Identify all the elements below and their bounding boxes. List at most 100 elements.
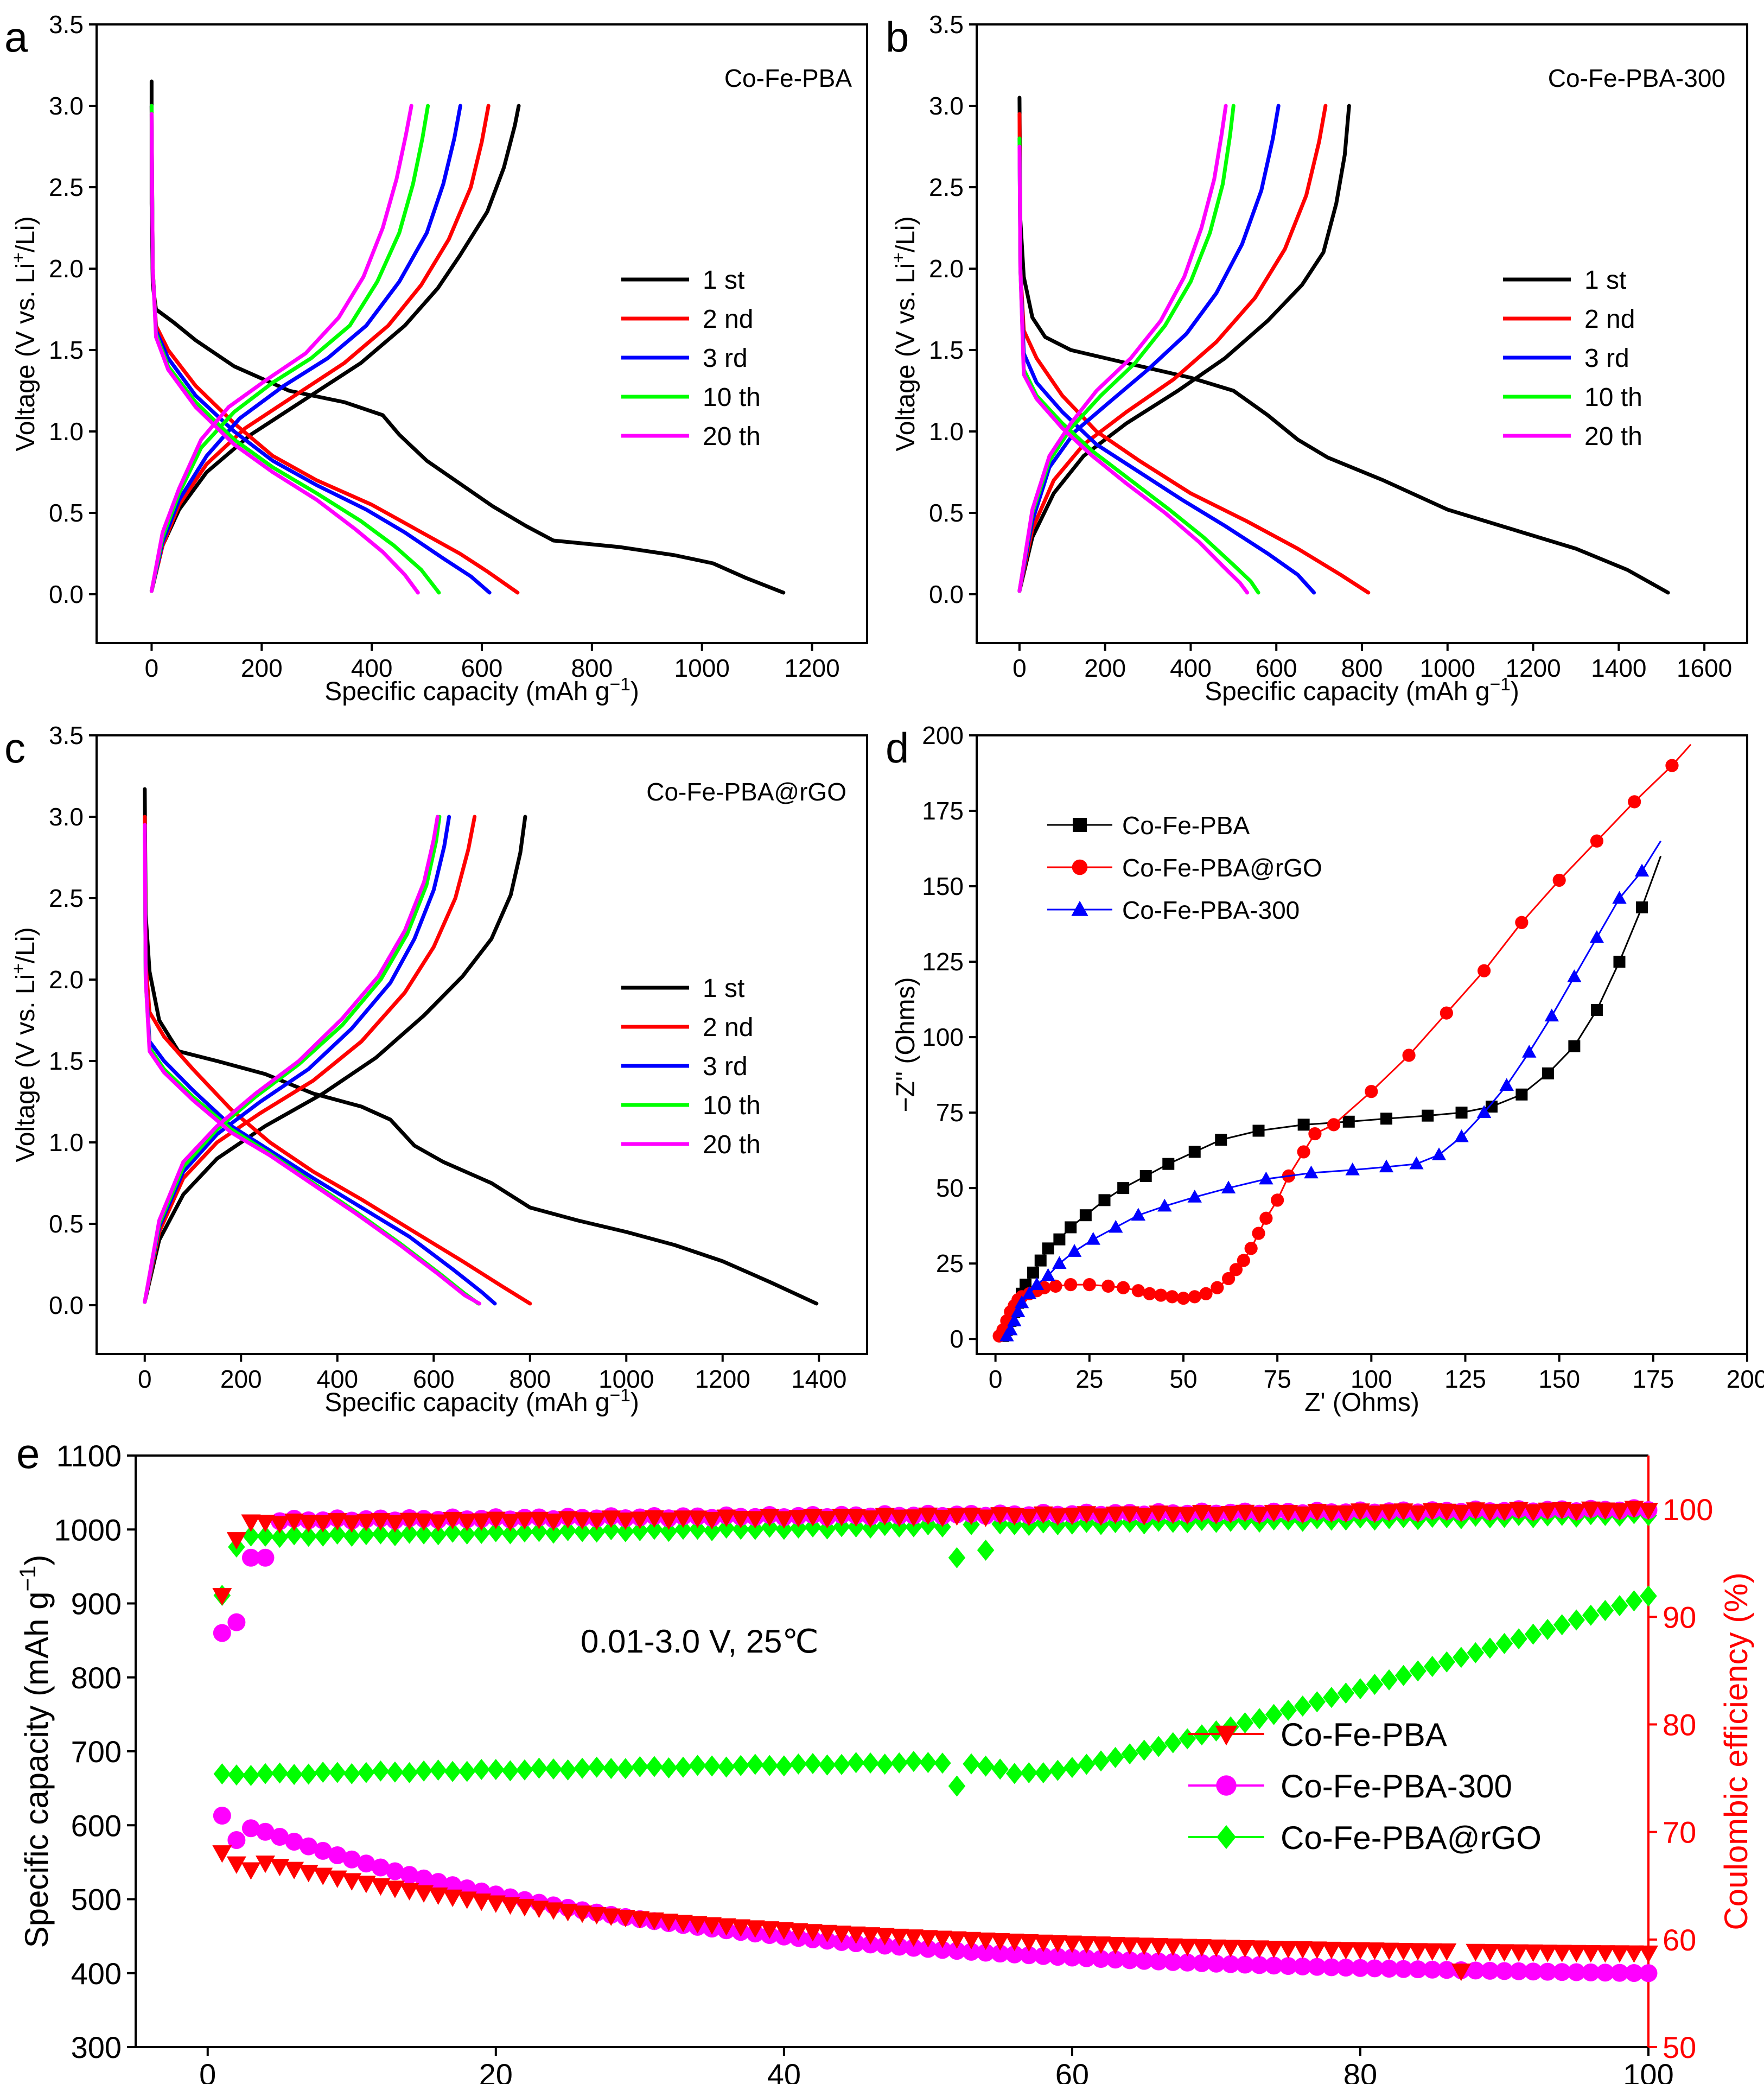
data-point <box>1499 1078 1514 1091</box>
capacity-point <box>702 1917 722 1935</box>
capacity-point <box>314 1841 332 1860</box>
efficiency-point <box>1595 1502 1615 1520</box>
data-point <box>1157 1198 1172 1212</box>
efficiency-point <box>1235 1504 1255 1522</box>
data-point <box>1665 759 1679 772</box>
efficiency-point <box>545 1522 562 1544</box>
capacity-point <box>1553 1963 1571 1981</box>
capacity-point <box>716 1918 736 1936</box>
x-tick-label: 1400 <box>1591 654 1646 682</box>
efficiency-point <box>1149 1505 1169 1523</box>
y-axis-title: Voltage (V vs. Li+/Li) <box>889 216 920 451</box>
x-tick-label: 600 <box>413 1365 455 1393</box>
efficiency-point <box>1033 1506 1053 1524</box>
capacity-point <box>1538 1962 1557 1981</box>
x-tick-label: 1400 <box>791 1365 846 1393</box>
data-point <box>1634 863 1650 877</box>
capacity-point <box>1264 1940 1284 1959</box>
y-axis-title: Voltage (V vs. Li+/Li) <box>9 216 40 451</box>
plot-frame <box>976 734 1748 1355</box>
data-point <box>1552 873 1566 887</box>
x-tick-label: 100 <box>1351 1365 1392 1393</box>
capacity-point <box>1294 1695 1311 1717</box>
capacity-point <box>1639 1964 1658 1983</box>
efficiency-point <box>846 1509 866 1527</box>
capacity-point <box>919 1752 937 1774</box>
data-point <box>1636 901 1648 913</box>
legend-label: 1 st <box>1584 266 1626 295</box>
curve-a-4-charge <box>149 104 413 593</box>
data-point <box>1568 1040 1581 1052</box>
efficiency-point <box>659 1512 679 1530</box>
data-point <box>1342 1115 1355 1128</box>
capacity-point <box>1366 1959 1384 1978</box>
data-point <box>1431 1147 1447 1160</box>
capacity-point <box>1250 1940 1270 1958</box>
capacity-point <box>1422 1943 1442 1961</box>
efficiency-point <box>1408 1505 1428 1523</box>
capacity-point <box>501 1760 519 1782</box>
y-tick-label: 1.0 <box>49 1128 84 1157</box>
efficiency-point <box>617 1521 634 1542</box>
efficiency-point <box>226 1532 246 1550</box>
data-point <box>1139 1170 1152 1182</box>
data-point <box>1271 1193 1284 1207</box>
capacity-point <box>500 1897 520 1915</box>
efficiency-point <box>285 1524 303 1546</box>
y-tick-label: 400 <box>71 1956 122 1991</box>
capacity-point <box>846 1926 866 1945</box>
capacity-point <box>226 1856 246 1874</box>
efficiency-point <box>516 1521 533 1543</box>
capacity-point <box>659 1914 679 1931</box>
capacity-point <box>342 1873 362 1891</box>
data-point <box>1379 1159 1394 1173</box>
y-axis-title-end: /Li) <box>891 216 920 252</box>
curve-a-0-discharge <box>149 79 786 595</box>
x-tick-label: 1000 <box>598 1365 654 1393</box>
capacity-point <box>1005 1763 1023 1784</box>
capacity-point <box>1322 1958 1341 1977</box>
efficiency-point <box>1220 1506 1240 1524</box>
x-tick-label: 400 <box>351 654 393 682</box>
capacity-point <box>747 1753 764 1775</box>
capacity-point <box>932 1930 952 1948</box>
capacity-point <box>400 1866 418 1884</box>
capacity-point <box>1451 1964 1471 1981</box>
data-point <box>1067 1244 1082 1257</box>
panel-label: d <box>886 724 909 772</box>
capacity-point <box>919 1940 937 1958</box>
efficiency-point <box>358 1524 375 1546</box>
efficiency-point <box>213 1624 231 1642</box>
x-tick-label: 200 <box>220 1365 262 1393</box>
y2-axis-title: Coulombic efficiency (%) <box>1718 1572 1754 1930</box>
capacity-point <box>1393 1942 1413 1961</box>
x-tick-label: 25 <box>1075 1365 1103 1393</box>
curve-a-4-discharge <box>149 112 420 595</box>
legend-circle-icon <box>1072 859 1088 875</box>
capacity-point <box>1394 1960 1413 1978</box>
x-axis-title-end: ) <box>1511 677 1519 706</box>
capacity-point <box>933 1941 952 1959</box>
data-point <box>1515 1088 1528 1101</box>
capacity-point <box>1105 1936 1125 1955</box>
y-tick-label: 0.5 <box>49 499 84 527</box>
panel-e: 0 20 40 60 80 100 300 400 500 600 700 800 900 1000 110… <box>15 1429 1754 2084</box>
y-tick-label: 2.5 <box>49 173 84 201</box>
efficiency-point <box>1581 1501 1601 1519</box>
y-tick-label: 1100 <box>56 1439 122 1473</box>
data-point <box>1098 1194 1111 1206</box>
capacity-point <box>991 1945 1009 1963</box>
efficiency-point <box>832 1509 852 1527</box>
y-tick-label: 0.5 <box>49 1210 84 1238</box>
data-point <box>1131 1284 1145 1298</box>
data-point <box>1034 1254 1047 1267</box>
capacity-point <box>486 1895 506 1913</box>
y-tick-label: 1.0 <box>929 417 964 446</box>
efficiency-point <box>342 1515 362 1533</box>
capacity-point <box>429 1873 448 1891</box>
y-tick-label: 75 <box>936 1098 964 1127</box>
capacity-point <box>1553 1614 1571 1636</box>
capacity-point <box>1624 1945 1644 1963</box>
data-point <box>1117 1281 1130 1294</box>
capacity-point <box>1352 1678 1369 1700</box>
